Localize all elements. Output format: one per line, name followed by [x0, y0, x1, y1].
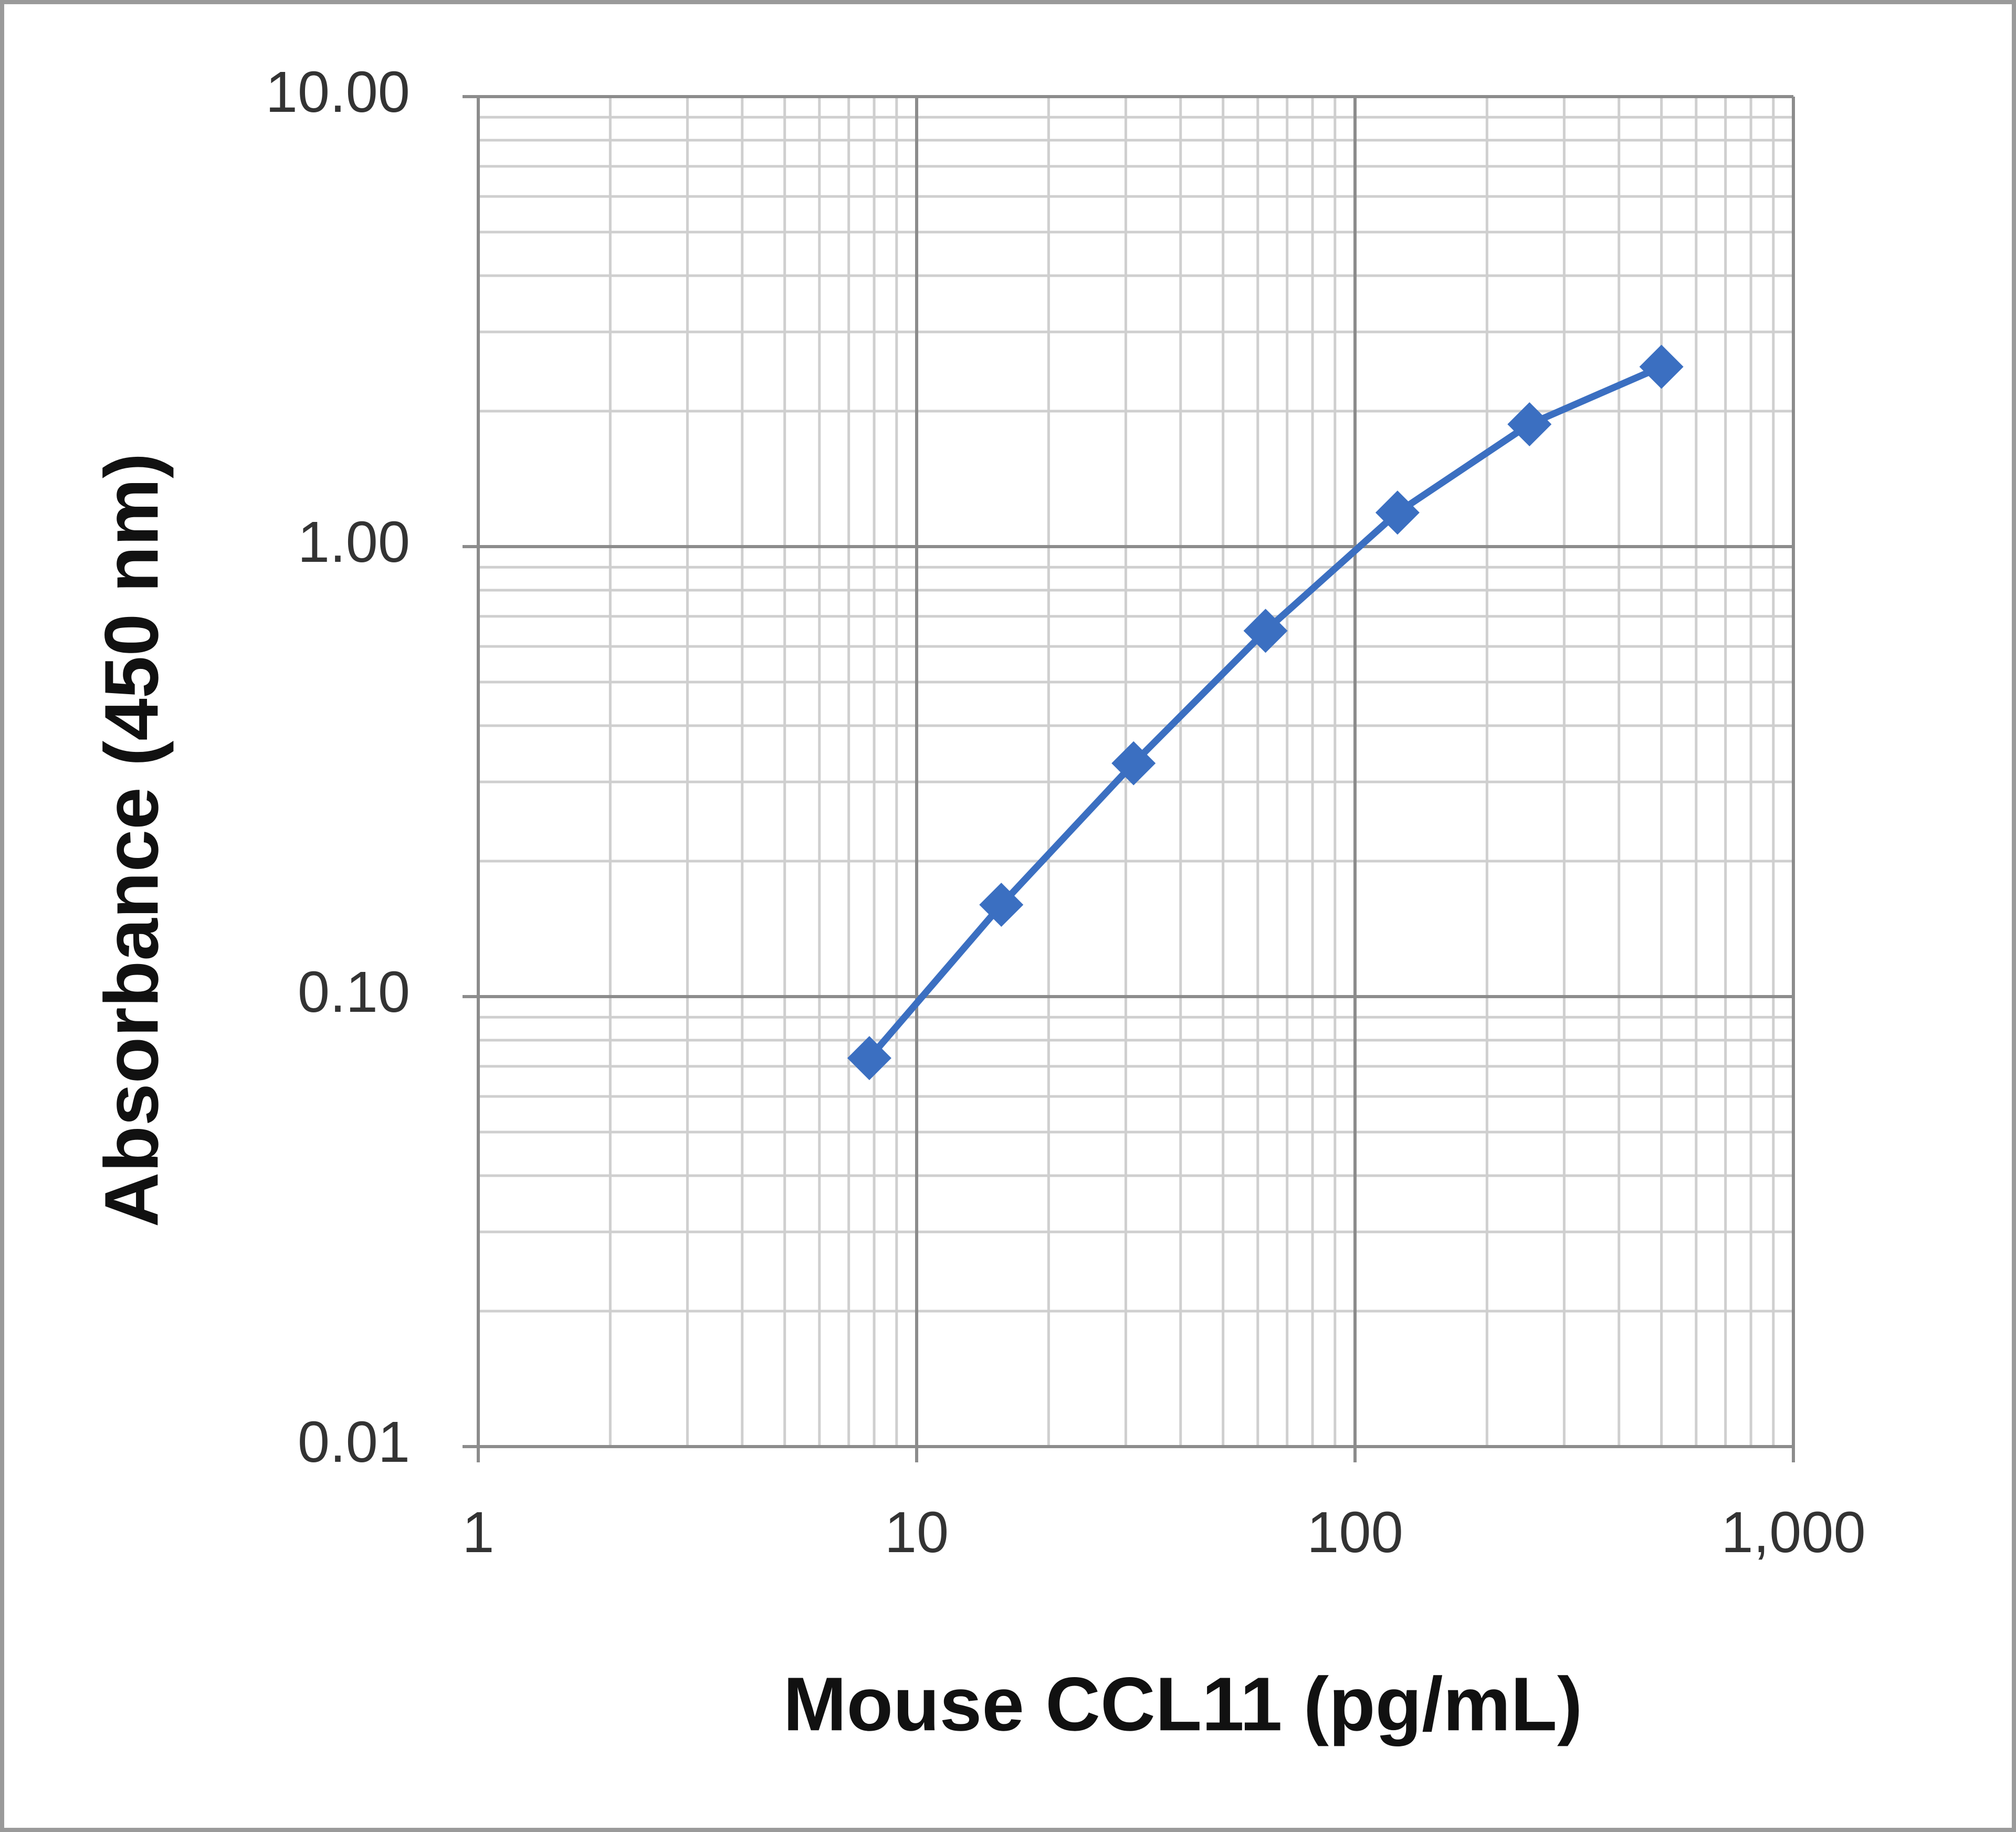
data-point — [1111, 741, 1156, 786]
x-tick-label: 10 — [885, 1500, 949, 1565]
y-tick-label: 10.00 — [266, 60, 410, 124]
data-point — [979, 883, 1024, 927]
x-tick-label: 1 — [462, 1500, 494, 1565]
x-tick-label: 100 — [1307, 1500, 1403, 1565]
data-point — [847, 1036, 891, 1081]
y-tick-label: 0.01 — [298, 1410, 410, 1474]
x-axis-title: Mouse CCL11 (pg/mL) — [783, 1661, 1583, 1746]
data-point — [1639, 344, 1684, 389]
y-tick-label: 1.00 — [298, 510, 410, 574]
data-point — [1243, 609, 1288, 653]
data-point — [1507, 402, 1552, 447]
x-tick-label: 1,000 — [1721, 1500, 1865, 1565]
y-tick-label: 0.10 — [298, 960, 410, 1024]
data-point — [1375, 490, 1420, 535]
y-axis-title: Absorbance (450 nm) — [89, 453, 174, 1228]
